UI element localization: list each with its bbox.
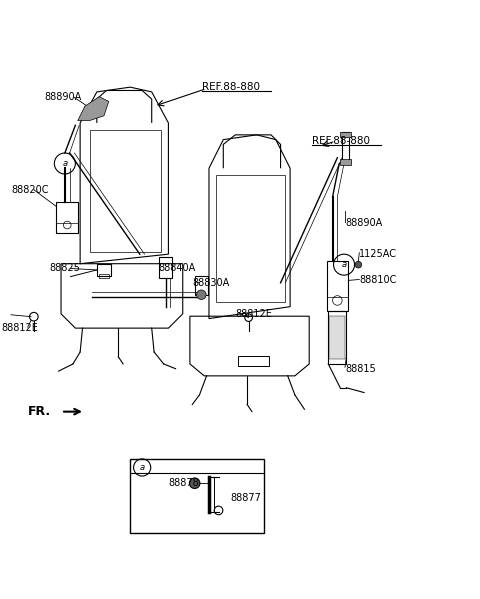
Text: 88812E: 88812E xyxy=(1,323,38,333)
Text: 88890A: 88890A xyxy=(44,92,82,102)
Circle shape xyxy=(190,478,200,488)
Text: FR.: FR. xyxy=(28,405,51,418)
Text: REF.88-880: REF.88-880 xyxy=(202,82,260,92)
Text: 88840A: 88840A xyxy=(159,264,196,274)
Text: 88825: 88825 xyxy=(49,264,80,274)
Bar xyxy=(56,202,78,232)
Text: 88890A: 88890A xyxy=(345,218,382,228)
Text: 88815: 88815 xyxy=(345,364,376,374)
Text: REF.88-880: REF.88-880 xyxy=(312,136,370,146)
Text: 88830A: 88830A xyxy=(192,278,229,288)
Text: a: a xyxy=(140,463,145,472)
Text: 1125AC: 1125AC xyxy=(360,249,397,259)
Text: 88878: 88878 xyxy=(168,478,199,488)
Bar xyxy=(327,261,348,311)
Bar xyxy=(328,311,347,364)
Text: a: a xyxy=(62,159,67,168)
Bar xyxy=(97,264,111,276)
Bar xyxy=(130,459,264,533)
Circle shape xyxy=(355,261,362,268)
Text: 88812E: 88812E xyxy=(235,309,272,319)
Text: 88810C: 88810C xyxy=(360,276,396,285)
Bar xyxy=(238,356,269,367)
Bar xyxy=(340,132,351,137)
Text: 88820C: 88820C xyxy=(11,184,48,195)
Bar xyxy=(342,132,349,164)
Bar xyxy=(99,274,109,278)
Bar xyxy=(159,256,172,278)
Bar xyxy=(340,159,351,165)
Circle shape xyxy=(197,290,206,300)
Text: a: a xyxy=(341,260,347,269)
Bar xyxy=(195,276,208,295)
Text: 88877: 88877 xyxy=(230,492,261,503)
Bar xyxy=(329,316,346,359)
Polygon shape xyxy=(78,96,109,120)
